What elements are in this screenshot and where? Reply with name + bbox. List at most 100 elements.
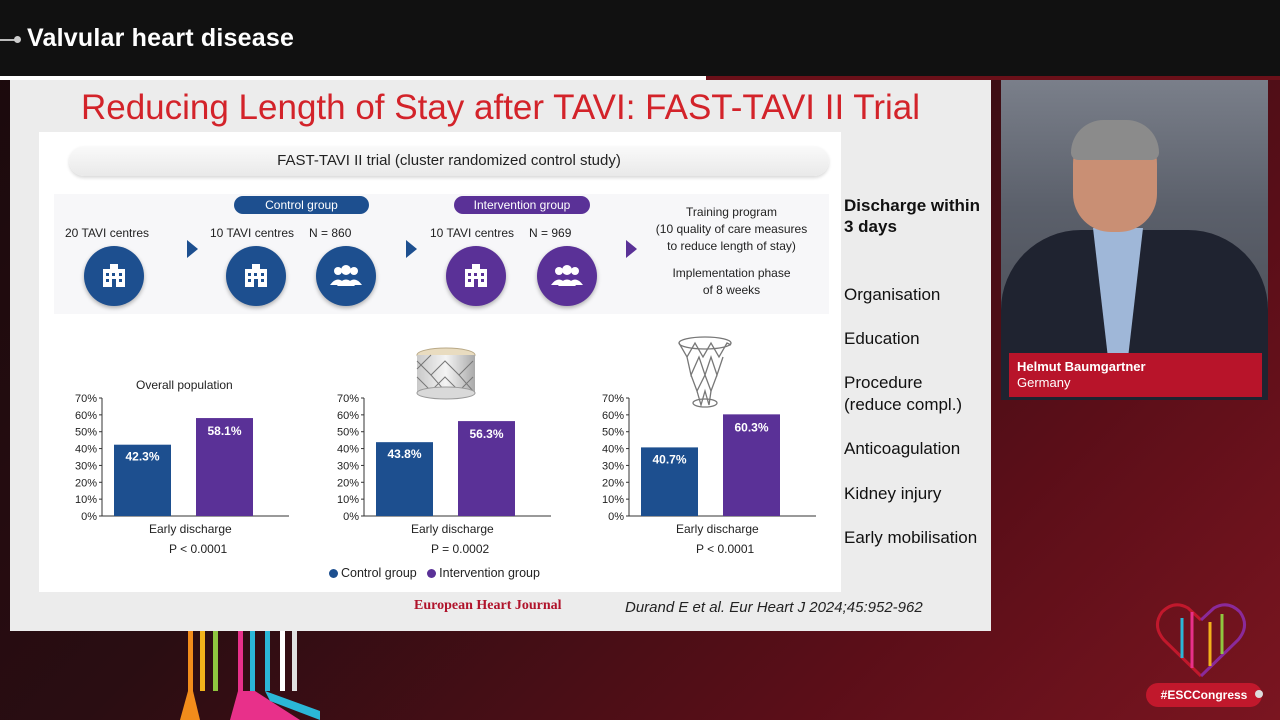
bar-control [114,444,171,516]
bar-control [641,447,698,516]
bar-chart-self-expanding: 0% 10% 20% 30% 40% 50% 60% 70% 40.7% 60.3% Early … [581,382,831,562]
training-line-5: of 8 weeks [702,283,761,297]
hashtag-badge: #ESCCongress [1146,683,1262,707]
list-item: (reduce compl.) [844,395,963,414]
y-tick-label: 20% [337,477,359,489]
y-tick-label: 60% [337,410,359,422]
y-tick-label: 40% [75,444,97,456]
header-line-decoration [0,39,18,41]
bar-intervention [723,414,780,516]
speaker-hair [1071,120,1159,160]
y-tick-label: 10% [75,494,97,506]
header-divider-red [706,76,1280,80]
list-item: Early mobilisation [844,528,978,547]
y-tick-label: 30% [75,460,97,472]
decorative-stripes [180,631,320,720]
chart-legend: Control group Intervention group [329,566,540,580]
training-line-3: to reduce length of stay) [667,239,796,253]
y-tick-label: 40% [337,444,359,456]
y-tick-label: 20% [602,477,624,489]
people-icon [537,246,597,306]
speaker-country: Germany [1017,375,1071,390]
y-tick-label: 70% [75,393,97,405]
list-item: Kidney injury [844,484,942,503]
y-tick-label: 70% [602,393,624,405]
y-tick-label: 30% [602,460,624,472]
training-line-2: (10 quality of care measures [655,222,808,236]
x-axis-label: Early discharge [676,522,759,536]
study-flow: 20 TAVI centres Control group 10 TAVI ce… [54,194,829,314]
legend-swatch-intervention [427,569,437,579]
list-item: Anticoagulation [844,439,961,458]
top-bar: Valvular heart disease [0,0,1280,76]
journal-logo-text: European Heart Journal [414,598,562,613]
bar-chart-overall: Overall population 0% 10% 20% 30% 40% 50% 60% 7… [54,378,304,562]
speaker-name: Helmut Baumgartner [1017,359,1146,374]
speaker-nameplate: Helmut Baumgartner Germany [1009,353,1262,397]
control-centres-label: 10 TAVI centres [210,226,295,240]
bar-control [376,442,433,516]
bar-data-label: 42.3% [125,450,159,464]
hospital-icon [446,246,506,306]
legend-swatch-control [329,569,338,579]
list-heading-line-2: 3 days [844,217,897,236]
list-item: Procedure [844,373,923,392]
hospital-icon [226,246,286,306]
arrow-right-icon [406,240,417,258]
x-axis-label: Early discharge [411,522,494,536]
bar-data-label: 43.8% [387,447,421,461]
y-tick-label: 60% [75,410,97,422]
intervention-n-label: N = 969 [529,226,572,240]
y-tick-label: 0% [343,511,359,523]
intervention-group-pill: Intervention group [454,196,590,214]
training-line-1: Training program [686,205,777,219]
bar-data-label: 40.7% [652,452,686,466]
y-tick-label: 0% [608,511,624,523]
y-tick-label: 10% [337,494,359,506]
valve-icon [677,335,733,414]
esc-heart-logo-icon [1156,603,1246,678]
y-tick-label: 10% [602,494,624,506]
header-dot-icon [14,36,21,43]
slide-title: Reducing Length of Stay after TAVI: FAST… [80,88,921,127]
p-value: P < 0.0001 [696,542,755,556]
legend-control: Control group [341,566,417,580]
y-tick-label: 30% [337,460,359,472]
hashtag-dot-icon [1255,690,1263,698]
citation: Durand E et al. Eur Heart J 2024;45:952-… [625,599,923,616]
start-centres-label: 20 TAVI centres [65,226,150,240]
y-tick-label: 70% [337,393,359,405]
p-value: P = 0.0002 [431,542,490,556]
bar-data-label: 58.1% [207,424,241,438]
list-item: Organisation [844,285,941,304]
bar-intervention [458,421,515,516]
bar-chart-balloon: 0% 10% 20% 30% 40% 50% 60% 70% 43.8% 56.3% Early … [316,382,566,562]
training-program-text: Training program (10 quality of care mea… [644,204,819,299]
training-line-4: Implementation phase [672,266,791,280]
p-value: P < 0.0001 [169,542,228,556]
list-heading-line-1: Discharge within [844,196,981,215]
list-heading: Discharge within 3 days [844,195,980,237]
y-tick-label: 40% [602,444,624,456]
x-axis-label: Early discharge [149,522,232,536]
bar-intervention [196,418,253,516]
list-item: Education [844,329,920,348]
hospital-icon [84,246,144,306]
bar-data-label: 56.3% [469,427,503,441]
y-tick-label: 50% [337,427,359,439]
chart-title: Overall population [136,378,233,392]
y-tick-label: 20% [75,477,97,489]
y-tick-label: 0% [81,511,97,523]
legend-intervention: Intervention group [439,566,540,580]
trial-banner: FAST-TAVI II trial (cluster randomized c… [69,146,829,176]
control-group-pill: Control group [234,196,369,214]
control-n-label: N = 860 [309,226,352,240]
valve-icon [415,347,477,408]
intervention-centres-label: 10 TAVI centres [430,226,515,240]
y-tick-label: 50% [75,427,97,439]
presentation-slide: Reducing Length of Stay after TAVI: FAST… [10,80,991,631]
discharge-factors-list: Discharge within 3 days Organisation Edu… [844,80,991,631]
people-icon [316,246,376,306]
header-divider-white [0,76,706,80]
arrow-right-icon [187,240,198,258]
